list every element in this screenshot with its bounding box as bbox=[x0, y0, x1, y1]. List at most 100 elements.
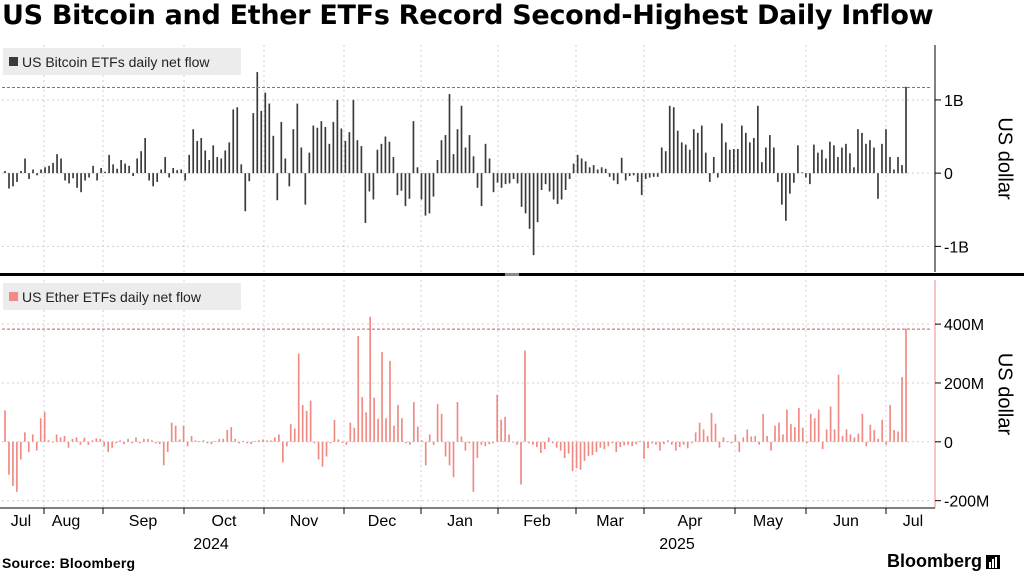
eth-y-tick-label: -200M bbox=[944, 494, 989, 511]
eth-bar bbox=[631, 441, 633, 447]
btc-bar bbox=[692, 129, 695, 174]
eth-bar bbox=[397, 405, 399, 442]
eth-bar bbox=[512, 441, 514, 443]
eth-bar bbox=[297, 353, 300, 442]
eth-bar bbox=[357, 335, 360, 442]
eth-bar bbox=[341, 441, 344, 443]
x-year-label: 2024 bbox=[193, 536, 229, 550]
x-month-label: Nov bbox=[290, 513, 318, 530]
btc-bar bbox=[352, 99, 355, 174]
eth-bar bbox=[31, 434, 34, 442]
btc-bar bbox=[256, 72, 259, 174]
source-note: Source: Bloomberg bbox=[2, 555, 136, 571]
brand: Bloomberg bbox=[887, 551, 1000, 572]
eth-bar bbox=[730, 441, 733, 444]
btc-bar bbox=[885, 129, 887, 174]
btc-bar bbox=[480, 173, 483, 207]
eth-bar bbox=[206, 441, 209, 444]
btc-bar bbox=[628, 173, 631, 177]
eth-bar bbox=[420, 440, 423, 442]
eth-bar bbox=[873, 430, 876, 442]
panel-divider-handle bbox=[505, 273, 519, 276]
eth-bar bbox=[603, 441, 606, 450]
btc-bar bbox=[268, 103, 271, 174]
eth-bar bbox=[321, 441, 324, 467]
eth-bar bbox=[174, 425, 177, 442]
eth-bar bbox=[111, 441, 113, 448]
x-month-label: Jul bbox=[11, 513, 31, 530]
eth-bar bbox=[178, 439, 181, 442]
btc-bar bbox=[236, 107, 239, 174]
btc-bar bbox=[728, 149, 731, 174]
btc-bar bbox=[600, 167, 603, 174]
eth-bar bbox=[238, 441, 241, 444]
eth-bar bbox=[726, 440, 729, 442]
eth-bar bbox=[154, 441, 157, 444]
eth-bar bbox=[778, 422, 780, 442]
btc-bar bbox=[188, 154, 191, 174]
eth-bar bbox=[508, 434, 510, 442]
btc-bar bbox=[752, 138, 755, 174]
btc-bar bbox=[849, 153, 851, 174]
x-month-label: Jan bbox=[447, 513, 473, 530]
eth-bar bbox=[575, 441, 578, 469]
btc-bar bbox=[853, 167, 855, 174]
btc-bar bbox=[300, 147, 303, 174]
btc-bar bbox=[468, 135, 471, 174]
btc-bar bbox=[448, 94, 451, 174]
eth-bar bbox=[250, 441, 252, 445]
btc-bar bbox=[116, 168, 118, 174]
eth-bar bbox=[214, 440, 217, 442]
eth-bar bbox=[270, 440, 272, 442]
eth-bar bbox=[670, 441, 673, 445]
eth-bar bbox=[27, 441, 30, 453]
btc-bar bbox=[24, 158, 26, 174]
btc-bar bbox=[696, 132, 699, 174]
eth-bar bbox=[881, 419, 884, 442]
btc-bar bbox=[769, 135, 771, 174]
btc-bar bbox=[292, 129, 295, 174]
eth-bar bbox=[4, 410, 6, 442]
btc-bar bbox=[276, 173, 279, 201]
eth-bar bbox=[893, 430, 895, 442]
eth-bar bbox=[532, 441, 534, 445]
btc-bar bbox=[712, 157, 715, 174]
btc-bar bbox=[136, 158, 138, 174]
eth-bar bbox=[762, 413, 764, 442]
btc-bar bbox=[348, 132, 351, 174]
btc-bar bbox=[60, 158, 62, 174]
btc-bar bbox=[4, 170, 6, 174]
eth-bar bbox=[714, 423, 717, 442]
eth-bar bbox=[750, 436, 753, 442]
btc-bar bbox=[452, 154, 455, 174]
btc-bar bbox=[104, 171, 106, 174]
btc-bar bbox=[384, 136, 387, 174]
btc-bar bbox=[400, 173, 403, 191]
eth-bar bbox=[333, 419, 336, 442]
eth-bar bbox=[639, 440, 641, 442]
eth-bar bbox=[587, 441, 590, 456]
btc-bar bbox=[296, 103, 299, 174]
btc-bar bbox=[865, 143, 867, 174]
eth-bar bbox=[218, 438, 221, 442]
eth-bar bbox=[599, 441, 602, 448]
btc-bar bbox=[905, 86, 907, 174]
btc-bar bbox=[132, 173, 134, 177]
eth-bar bbox=[95, 438, 98, 442]
eth-bar bbox=[488, 441, 491, 445]
x-month-label: Mar bbox=[596, 513, 624, 530]
eth-bar bbox=[444, 441, 447, 457]
eth-bar bbox=[583, 441, 586, 461]
eth-bar bbox=[194, 440, 197, 442]
btc-bar bbox=[416, 167, 419, 174]
btc-bar bbox=[264, 92, 267, 174]
eth-bar bbox=[266, 440, 268, 442]
btc-bar bbox=[328, 143, 331, 174]
eth-bar bbox=[694, 432, 697, 442]
eth-bar bbox=[274, 437, 276, 442]
eth-bar bbox=[99, 438, 102, 442]
btc-bar bbox=[44, 167, 46, 174]
btc-bar bbox=[829, 141, 831, 174]
btc-bar bbox=[272, 135, 275, 174]
btc-bar bbox=[408, 173, 411, 199]
